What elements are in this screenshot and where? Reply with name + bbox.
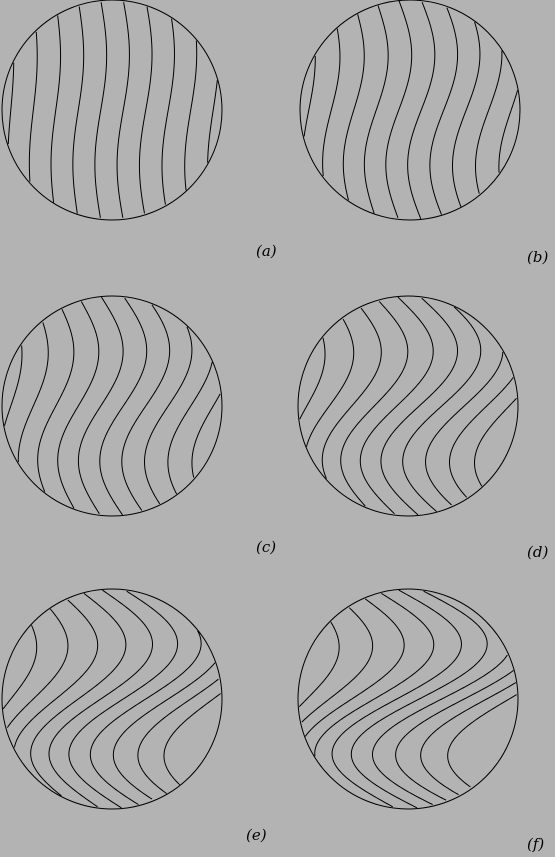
panel-a-label: (a) bbox=[256, 242, 277, 260]
panel-a-contours bbox=[7, 2, 218, 218]
contour-line bbox=[89, 630, 202, 806]
panel-c-circle bbox=[1, 295, 223, 517]
contour-line bbox=[116, 2, 130, 218]
panel-b-label: (b) bbox=[527, 248, 549, 266]
panel-c-label: (c) bbox=[256, 538, 277, 556]
panel-e-circle bbox=[1, 588, 223, 810]
contour-line bbox=[363, 5, 389, 214]
contour-line bbox=[359, 296, 434, 515]
contour-line bbox=[28, 31, 38, 182]
contour-line bbox=[407, 2, 436, 220]
contour-line bbox=[402, 306, 482, 512]
panel-a-circle bbox=[1, 0, 223, 221]
contour-line bbox=[37, 308, 75, 492]
panel-f bbox=[297, 588, 519, 810]
panel-b bbox=[299, 0, 521, 221]
contour-line bbox=[48, 589, 154, 808]
contour-line bbox=[77, 296, 124, 515]
contour-line bbox=[298, 621, 340, 708]
contour-line bbox=[163, 693, 221, 786]
contour-line bbox=[57, 301, 100, 509]
panel-d-contours bbox=[299, 296, 517, 516]
panel-e-label: (e) bbox=[246, 826, 267, 844]
panel-a bbox=[1, 0, 223, 221]
panel-d-label: (d) bbox=[527, 543, 549, 561]
contour-line bbox=[17, 322, 49, 463]
contour-line bbox=[380, 297, 459, 516]
contour-line bbox=[321, 307, 382, 479]
contour-line bbox=[138, 6, 153, 214]
contour-line bbox=[314, 592, 435, 757]
panel-f-circle bbox=[297, 588, 519, 810]
contour-line bbox=[207, 80, 218, 163]
contour-line bbox=[447, 694, 517, 788]
contour-line bbox=[7, 62, 15, 145]
contour-line bbox=[3, 345, 23, 426]
panel-f-contours bbox=[298, 589, 517, 809]
contour-line bbox=[99, 297, 148, 516]
contour-line bbox=[184, 40, 198, 191]
contour-line bbox=[474, 397, 517, 487]
panel-e bbox=[1, 588, 223, 810]
panel-c bbox=[1, 295, 223, 517]
panel-d bbox=[297, 295, 519, 517]
panel-b-circle bbox=[299, 0, 521, 221]
contour-line bbox=[68, 590, 179, 809]
contour-line bbox=[303, 56, 316, 137]
panel-b-contours bbox=[303, 0, 519, 220]
contour-line bbox=[2, 625, 38, 710]
panel-e-contours bbox=[2, 589, 221, 809]
contour-line bbox=[13, 599, 99, 748]
contour-line bbox=[498, 90, 519, 173]
contour-line bbox=[161, 18, 175, 205]
contour-line bbox=[191, 393, 221, 478]
contour-line bbox=[451, 21, 481, 207]
contour-line bbox=[306, 318, 355, 447]
contour-line bbox=[299, 337, 326, 420]
contour-line bbox=[322, 28, 341, 177]
contour-line bbox=[72, 6, 85, 214]
panel-f-label: (f) bbox=[527, 835, 545, 853]
contour-line bbox=[342, 14, 365, 201]
contour-line bbox=[395, 669, 514, 801]
contour-line bbox=[30, 593, 127, 797]
panel-d-circle bbox=[297, 295, 519, 517]
contour-line bbox=[121, 304, 171, 511]
contour-line bbox=[474, 50, 503, 194]
contour-line bbox=[112, 662, 216, 800]
contour-line bbox=[420, 682, 517, 796]
contour-line bbox=[94, 2, 108, 218]
contour-line bbox=[425, 352, 504, 506]
contour-line bbox=[331, 589, 462, 808]
contour-line bbox=[340, 301, 409, 507]
contour-line bbox=[301, 607, 374, 723]
contour-line bbox=[304, 598, 405, 737]
contour-line bbox=[6, 608, 69, 728]
contour-line bbox=[372, 654, 508, 806]
contour-line bbox=[50, 15, 62, 203]
contour-line bbox=[167, 361, 213, 495]
contour-line bbox=[385, 0, 413, 218]
panel-c-contours bbox=[3, 296, 221, 516]
contour-line bbox=[144, 326, 193, 505]
contour-line bbox=[448, 377, 514, 498]
contour-line bbox=[137, 678, 219, 795]
contour-line bbox=[429, 7, 459, 215]
contour-line bbox=[350, 590, 488, 809]
